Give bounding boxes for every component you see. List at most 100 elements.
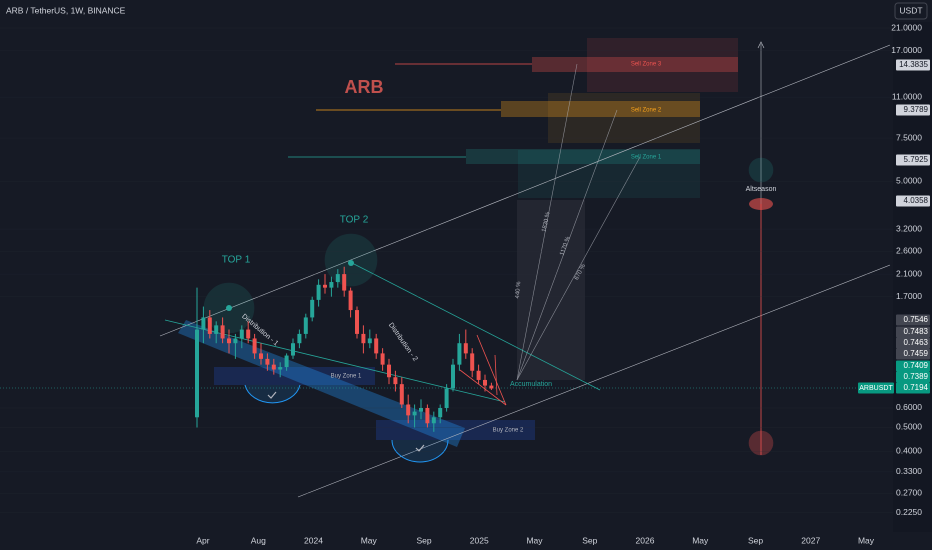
candle-body [483,379,487,386]
candle-body [406,404,411,416]
candle-body [271,364,276,370]
candle-body [220,325,225,339]
x-tick-label: May [526,535,543,545]
symbol-label: ARBUSDT [859,385,893,392]
y-tick-label: 0.6000 [896,402,922,412]
price-tag [896,104,930,116]
label: Buy Zone 1 [331,374,362,380]
candle-body [476,370,481,380]
price-tag [896,382,930,394]
candle-body [380,353,385,365]
x-tick-label: May [858,535,875,545]
price-label: 0.7389 [904,372,929,381]
candle-body [239,329,244,339]
candle-body [284,355,289,368]
candle-body [233,338,238,344]
label: TOP 2 [340,215,369,226]
y-tick-label: 0.2250 [896,507,922,517]
candle-body [470,353,475,371]
candle-body [367,338,372,344]
wedge [459,334,507,406]
candle-body [323,284,327,288]
circle [748,430,774,456]
label: Sell Zone 2 [631,108,662,114]
candle-body [387,364,391,378]
price-tag [896,154,930,166]
price-tag [896,360,930,372]
y-tick-label: 0.4000 [896,446,922,456]
candle-body [329,282,334,288]
y-tick-label: 1.7000 [896,291,922,301]
candle-body [214,325,219,334]
circle [748,157,774,183]
x-tick-label: Sep [582,535,597,545]
candle-body [207,317,212,334]
x-tick-label: Sep [416,535,431,545]
price-label: 5.7925 [904,155,929,164]
fan [516,63,641,381]
y-tick-label: 11.0000 [892,91,922,101]
candle-body [310,299,315,318]
dot [348,260,354,266]
y-tick-label: 7.5000 [896,132,922,142]
title: ARB [345,77,384,97]
arrow-head [757,41,765,49]
price-label: 0.7409 [904,361,929,370]
y-tick-label: 2.6000 [896,246,922,256]
price-label: 0.7483 [904,327,929,336]
trend-line [351,262,601,391]
x-tick-label: 2027 [801,535,820,545]
candle-body [463,343,468,354]
y-tick-label: 17.0000 [891,45,922,55]
y-tick-label: 5.0000 [896,176,922,186]
candle-body [412,411,417,416]
y-tick-label: 21.0000 [891,22,922,32]
drawings [0,38,893,498]
candle-body [457,343,462,365]
x-tick-label: May [692,535,709,545]
price-tag [896,337,930,349]
candle-body [489,385,494,389]
price-label: 0.7546 [904,315,929,324]
symbol-tag [858,382,894,394]
trend-line [159,44,891,337]
candle-body [265,358,270,365]
candle-body [348,290,353,311]
candle-body [201,317,206,330]
zone [518,150,700,198]
ellipse [749,198,773,210]
zone [214,367,375,385]
candle-body [195,329,199,418]
channel [178,320,465,447]
candle-body [297,333,302,344]
price-tag [896,59,930,71]
candle-body [278,367,283,370]
candle-body [291,343,295,356]
y-tick-label: 0.2700 [896,488,922,498]
dot [226,305,232,311]
x-tick-label: Aug [251,535,266,545]
zone [587,38,738,92]
y-tick-label: 2.1000 [896,268,922,278]
label: 440 % [515,281,523,299]
zone [548,93,700,143]
y-tick-label: 0.5000 [896,422,922,432]
zone [466,149,700,164]
zone [501,101,700,117]
label: Altseason [746,186,777,193]
price-label: 0.7459 [904,349,929,358]
candle-body [227,338,231,344]
arc [391,439,449,463]
label: Accumulation [510,381,552,388]
y-tick-label: 0.3300 [896,466,922,476]
symbol: ARB / TetherUS, 1W, BINANCE [6,5,126,15]
x-tick-label: 2026 [636,535,655,545]
check [267,391,425,452]
candle-body [399,384,404,405]
candle-body [374,338,379,354]
candle-body [316,284,321,300]
x-tick-label: 2024 [304,535,323,545]
candle-body [355,310,359,334]
